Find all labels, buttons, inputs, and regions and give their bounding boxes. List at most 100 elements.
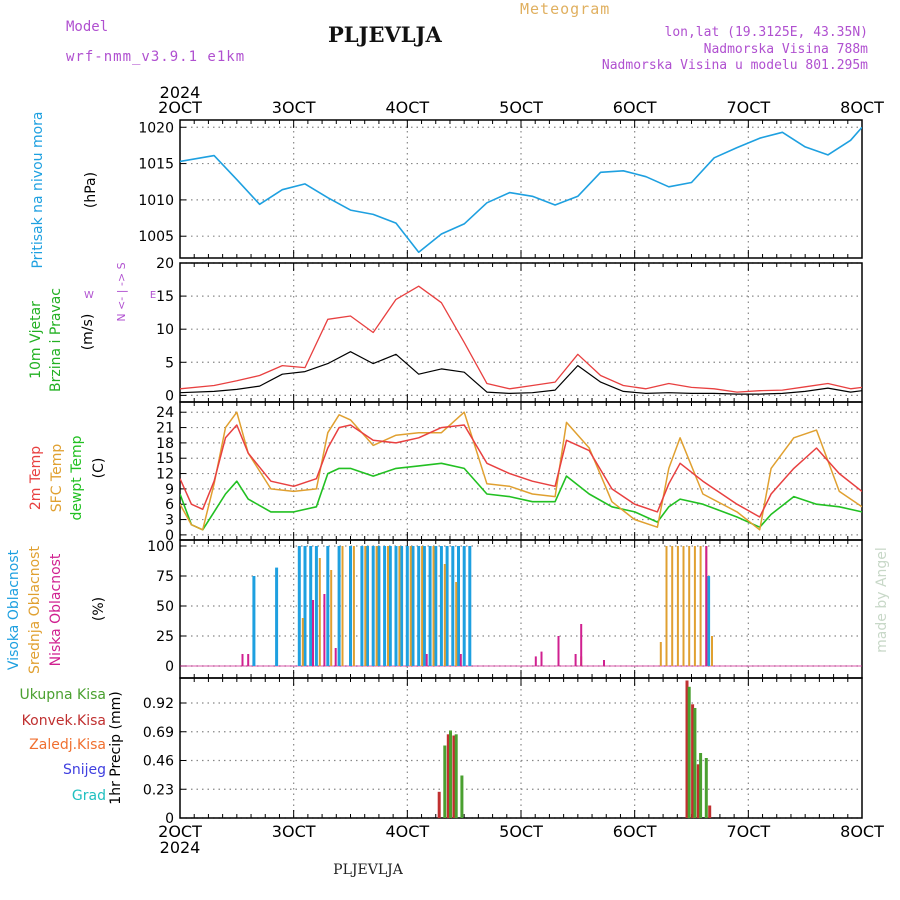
y-tick-label: 75 <box>156 569 174 585</box>
mid-cloud-bar <box>455 582 458 666</box>
high-cloud-bar <box>275 567 279 666</box>
x-tick-label-bottom: 7OCT <box>726 822 770 841</box>
x-tick-label-bottom: 6OCT <box>613 822 657 841</box>
mid-cloud-bar <box>387 546 389 666</box>
mid-cloud-bar <box>330 570 333 666</box>
station-title: PLJEVLJA <box>328 22 442 47</box>
x-tick-label-top: 7OCT <box>726 98 770 117</box>
low-cloud-bar <box>425 654 428 666</box>
total-precip-bar <box>454 734 458 819</box>
high-cloud-bar <box>462 546 466 666</box>
x-tick-label-bottom: 4OCT <box>385 822 429 841</box>
wind-axis-label: 10m Vjetar <box>28 301 44 379</box>
y-tick-label: 0.46 <box>143 754 174 770</box>
mid-cloud-axis-label: Srednja Oblacnost <box>27 546 43 674</box>
lonlat-label: lon,lat (19.3125E, 43.35N) <box>664 25 869 40</box>
high-cloud-bar <box>434 546 438 666</box>
y-tick-label: 1020 <box>138 120 174 136</box>
low-cloud-bar <box>459 654 462 666</box>
high-cloud-bar <box>417 546 421 666</box>
panel-frame <box>179 677 863 819</box>
mid-cloud-bar <box>398 546 401 666</box>
high-cloud-bar <box>337 546 341 666</box>
mid-cloud-bar <box>341 546 344 666</box>
footer-station-label: PLJEVLJA <box>333 862 404 878</box>
model-label: Model <box>66 19 109 35</box>
x-tick-label-top: 8OCT <box>840 98 884 117</box>
low-cloud-bar <box>557 636 560 666</box>
y-tick-label: 5 <box>165 355 174 371</box>
year-label-bottom: 2024 <box>160 838 201 857</box>
high-cloud-bar <box>314 546 318 666</box>
y-tick-label: 0.69 <box>143 725 174 741</box>
high-cloud-bar <box>428 546 432 666</box>
y-tick-label: 0 <box>165 528 174 544</box>
precip-legend-4: Grad <box>72 788 106 804</box>
precip-legend-3: Snijeg <box>63 762 106 778</box>
convective-precip-bar <box>696 764 700 819</box>
y-tick-label: 0 <box>165 388 174 404</box>
wind-unit-label: (m/s) <box>80 314 96 351</box>
y-tick-label: 20 <box>156 256 174 272</box>
pressure-unit-label: (hPa) <box>83 172 99 208</box>
credit-label: made by Angel <box>874 547 890 653</box>
wind-gust-line <box>180 285 862 393</box>
convective-precip-bar <box>691 704 695 819</box>
temp2m-axis-label: 2m Temp <box>28 446 44 510</box>
high-cloud-bar <box>388 546 392 666</box>
y-tick-label: 0.23 <box>143 782 174 798</box>
y-tick-label: 25 <box>156 629 174 645</box>
high-cloud-bar <box>297 546 301 666</box>
high-cloud-bar <box>400 546 404 666</box>
mid-cloud-bar <box>682 546 685 666</box>
panel-frame <box>179 539 863 679</box>
y-tick-label: 3 <box>165 513 174 529</box>
high-cloud-bar <box>349 546 352 666</box>
precip-legend-1: Konvek.Kisa <box>22 713 106 729</box>
high-cloud-axis-label: Visoka Oblacnost <box>6 549 22 670</box>
temp2m-series-line <box>180 424 862 518</box>
low-cloud-axis-label: Niska Oblacnost <box>48 553 64 666</box>
y-tick-label: 18 <box>156 436 174 452</box>
mid-cloud-bar <box>318 558 321 666</box>
wind-compass-east: E <box>150 290 156 301</box>
high-cloud-bar <box>371 546 375 666</box>
total-precip-bar <box>449 730 452 818</box>
mid-cloud-bar <box>421 546 424 666</box>
wind-compass-west: W <box>84 290 94 301</box>
y-tick-label: 100 <box>147 539 174 555</box>
mid-cloud-bar <box>693 546 696 666</box>
y-tick-label: 24 <box>156 405 174 421</box>
high-cloud-bar <box>468 546 472 666</box>
panel-frame <box>179 119 863 259</box>
high-cloud-bar <box>303 546 307 666</box>
mid-cloud-bar <box>432 546 435 666</box>
model-name: wrf-nmm_v3.9.1 e1km <box>66 49 246 65</box>
x-tick-label-top: 2OCT <box>158 98 202 117</box>
mid-cloud-bar <box>375 546 378 666</box>
cloud-unit-label: (%) <box>91 597 107 621</box>
low-cloud-bar <box>241 654 244 666</box>
low-cloud-bar <box>534 656 537 666</box>
low-cloud-bar <box>323 594 326 666</box>
low-cloud-bar <box>334 648 337 666</box>
x-tick-label-top: 3OCT <box>272 98 316 117</box>
mid-cloud-bar <box>409 546 412 666</box>
x-tick-label-bottom: 3OCT <box>272 822 316 841</box>
low-cloud-bar <box>574 654 577 666</box>
pressure-series-line <box>180 126 862 253</box>
total-precip-bar <box>687 686 691 819</box>
precip-axis-label: 1hr Precip (mm) <box>108 691 124 804</box>
y-tick-label: 15 <box>156 289 174 305</box>
y-tick-label: 0 <box>165 659 174 675</box>
temp-unit-label: (C) <box>91 458 107 479</box>
dewpt-axis-label: dewpt Temp <box>69 435 85 520</box>
total-precip-bar <box>460 775 464 818</box>
high-cloud-bar <box>309 546 313 666</box>
model-altitude-label: Nadmorska Visina u modelu 801.295m <box>601 58 868 73</box>
y-tick-label: 10 <box>156 322 174 338</box>
low-cloud-bar <box>540 651 543 666</box>
high-cloud-bar <box>707 576 711 666</box>
low-cloud-bar <box>312 600 314 666</box>
mid-cloud-bar <box>711 636 713 666</box>
